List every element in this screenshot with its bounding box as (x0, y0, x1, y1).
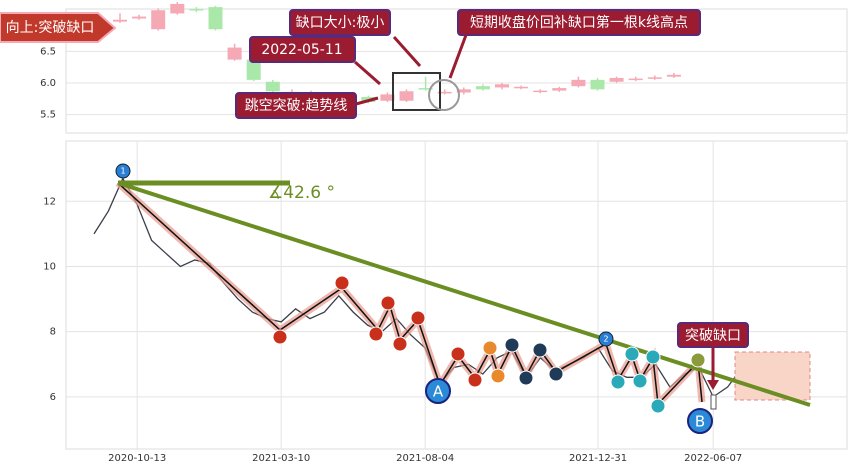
breakout-label: 向上:突破缺口 (6, 20, 95, 36)
wave-number: 1 (120, 167, 125, 176)
point-b (687, 408, 713, 434)
candle-body (475, 86, 490, 90)
label-box (235, 92, 357, 119)
label-box (289, 9, 391, 36)
y-tick-label: 10 (43, 261, 56, 272)
candle-body (437, 91, 452, 94)
candle-body (151, 10, 166, 30)
wave-start (115, 163, 131, 179)
trend-break-label: 跳空突破:趋势线 (245, 98, 348, 114)
y-tick-label: 12 (43, 196, 56, 207)
wave-markers (272, 275, 706, 414)
gap-mark (710, 394, 717, 410)
x-tick-label: 2021-12-31 (569, 453, 627, 464)
x-tick-label: 2021-08-04 (396, 453, 454, 464)
candle-body (666, 74, 681, 77)
candle-body (399, 91, 414, 101)
gap-box (392, 72, 441, 111)
x-tick-label: 2020-10-13 (108, 453, 166, 464)
angle-label: ∡42.6 ° (268, 183, 335, 203)
candle-body (647, 77, 662, 79)
arrows (354, 34, 468, 106)
y-tick-label: 6.5 (40, 46, 56, 57)
candle-body (495, 84, 509, 88)
x-tick-label: 2021-03-10 (252, 453, 310, 464)
point-b-label: B (695, 413, 705, 431)
trend-line (117, 181, 811, 407)
candle-body (227, 47, 242, 60)
bottom-panel (65, 140, 848, 450)
candle-body (552, 88, 567, 91)
candle-body (265, 81, 280, 92)
candle-body (418, 88, 433, 90)
candle-body (628, 78, 643, 81)
point-a-label: A (433, 383, 444, 401)
candle-body (533, 90, 548, 93)
label-box (249, 36, 356, 63)
candle-body (170, 3, 185, 14)
x-tick-label: 2022-06-07 (684, 453, 742, 464)
candle-body (246, 59, 261, 80)
candle-body (380, 94, 395, 101)
y-tick-label: 8 (50, 327, 56, 338)
gap-label: 突破缺口 (685, 328, 741, 344)
y-tick-label: 5.5 (40, 110, 56, 121)
top-panel (65, 8, 848, 134)
y-tick-label: 6.0 (40, 78, 56, 89)
wave-number: 2 (603, 335, 608, 344)
fill-circle (428, 79, 460, 111)
date-label: 2022-05-11 (261, 42, 342, 58)
point-a (425, 378, 451, 404)
y-tick-label: 6 (50, 392, 56, 403)
label-box (457, 9, 701, 36)
gap-size-label: 缺口大小:极小 (296, 15, 385, 31)
wave-start (598, 331, 614, 347)
gap-arrow-head (707, 380, 719, 390)
candle-body (571, 79, 586, 87)
candle-body (189, 9, 204, 11)
candle-body (132, 16, 147, 19)
breakout-badge (0, 12, 117, 43)
candle-body (456, 89, 471, 93)
candle-body (590, 79, 605, 90)
overlays: 1 2 A B ∡42.6 ° 突破缺口 向上:突破缺口 缺口大小:极小 短期收… (0, 9, 811, 434)
candle-body (113, 19, 127, 22)
fill-point-label: 短期收盘价回补缺口第一根k线高点 (470, 14, 688, 31)
candle-body (514, 86, 529, 89)
candle-body (208, 7, 223, 30)
candle-body (609, 77, 624, 82)
